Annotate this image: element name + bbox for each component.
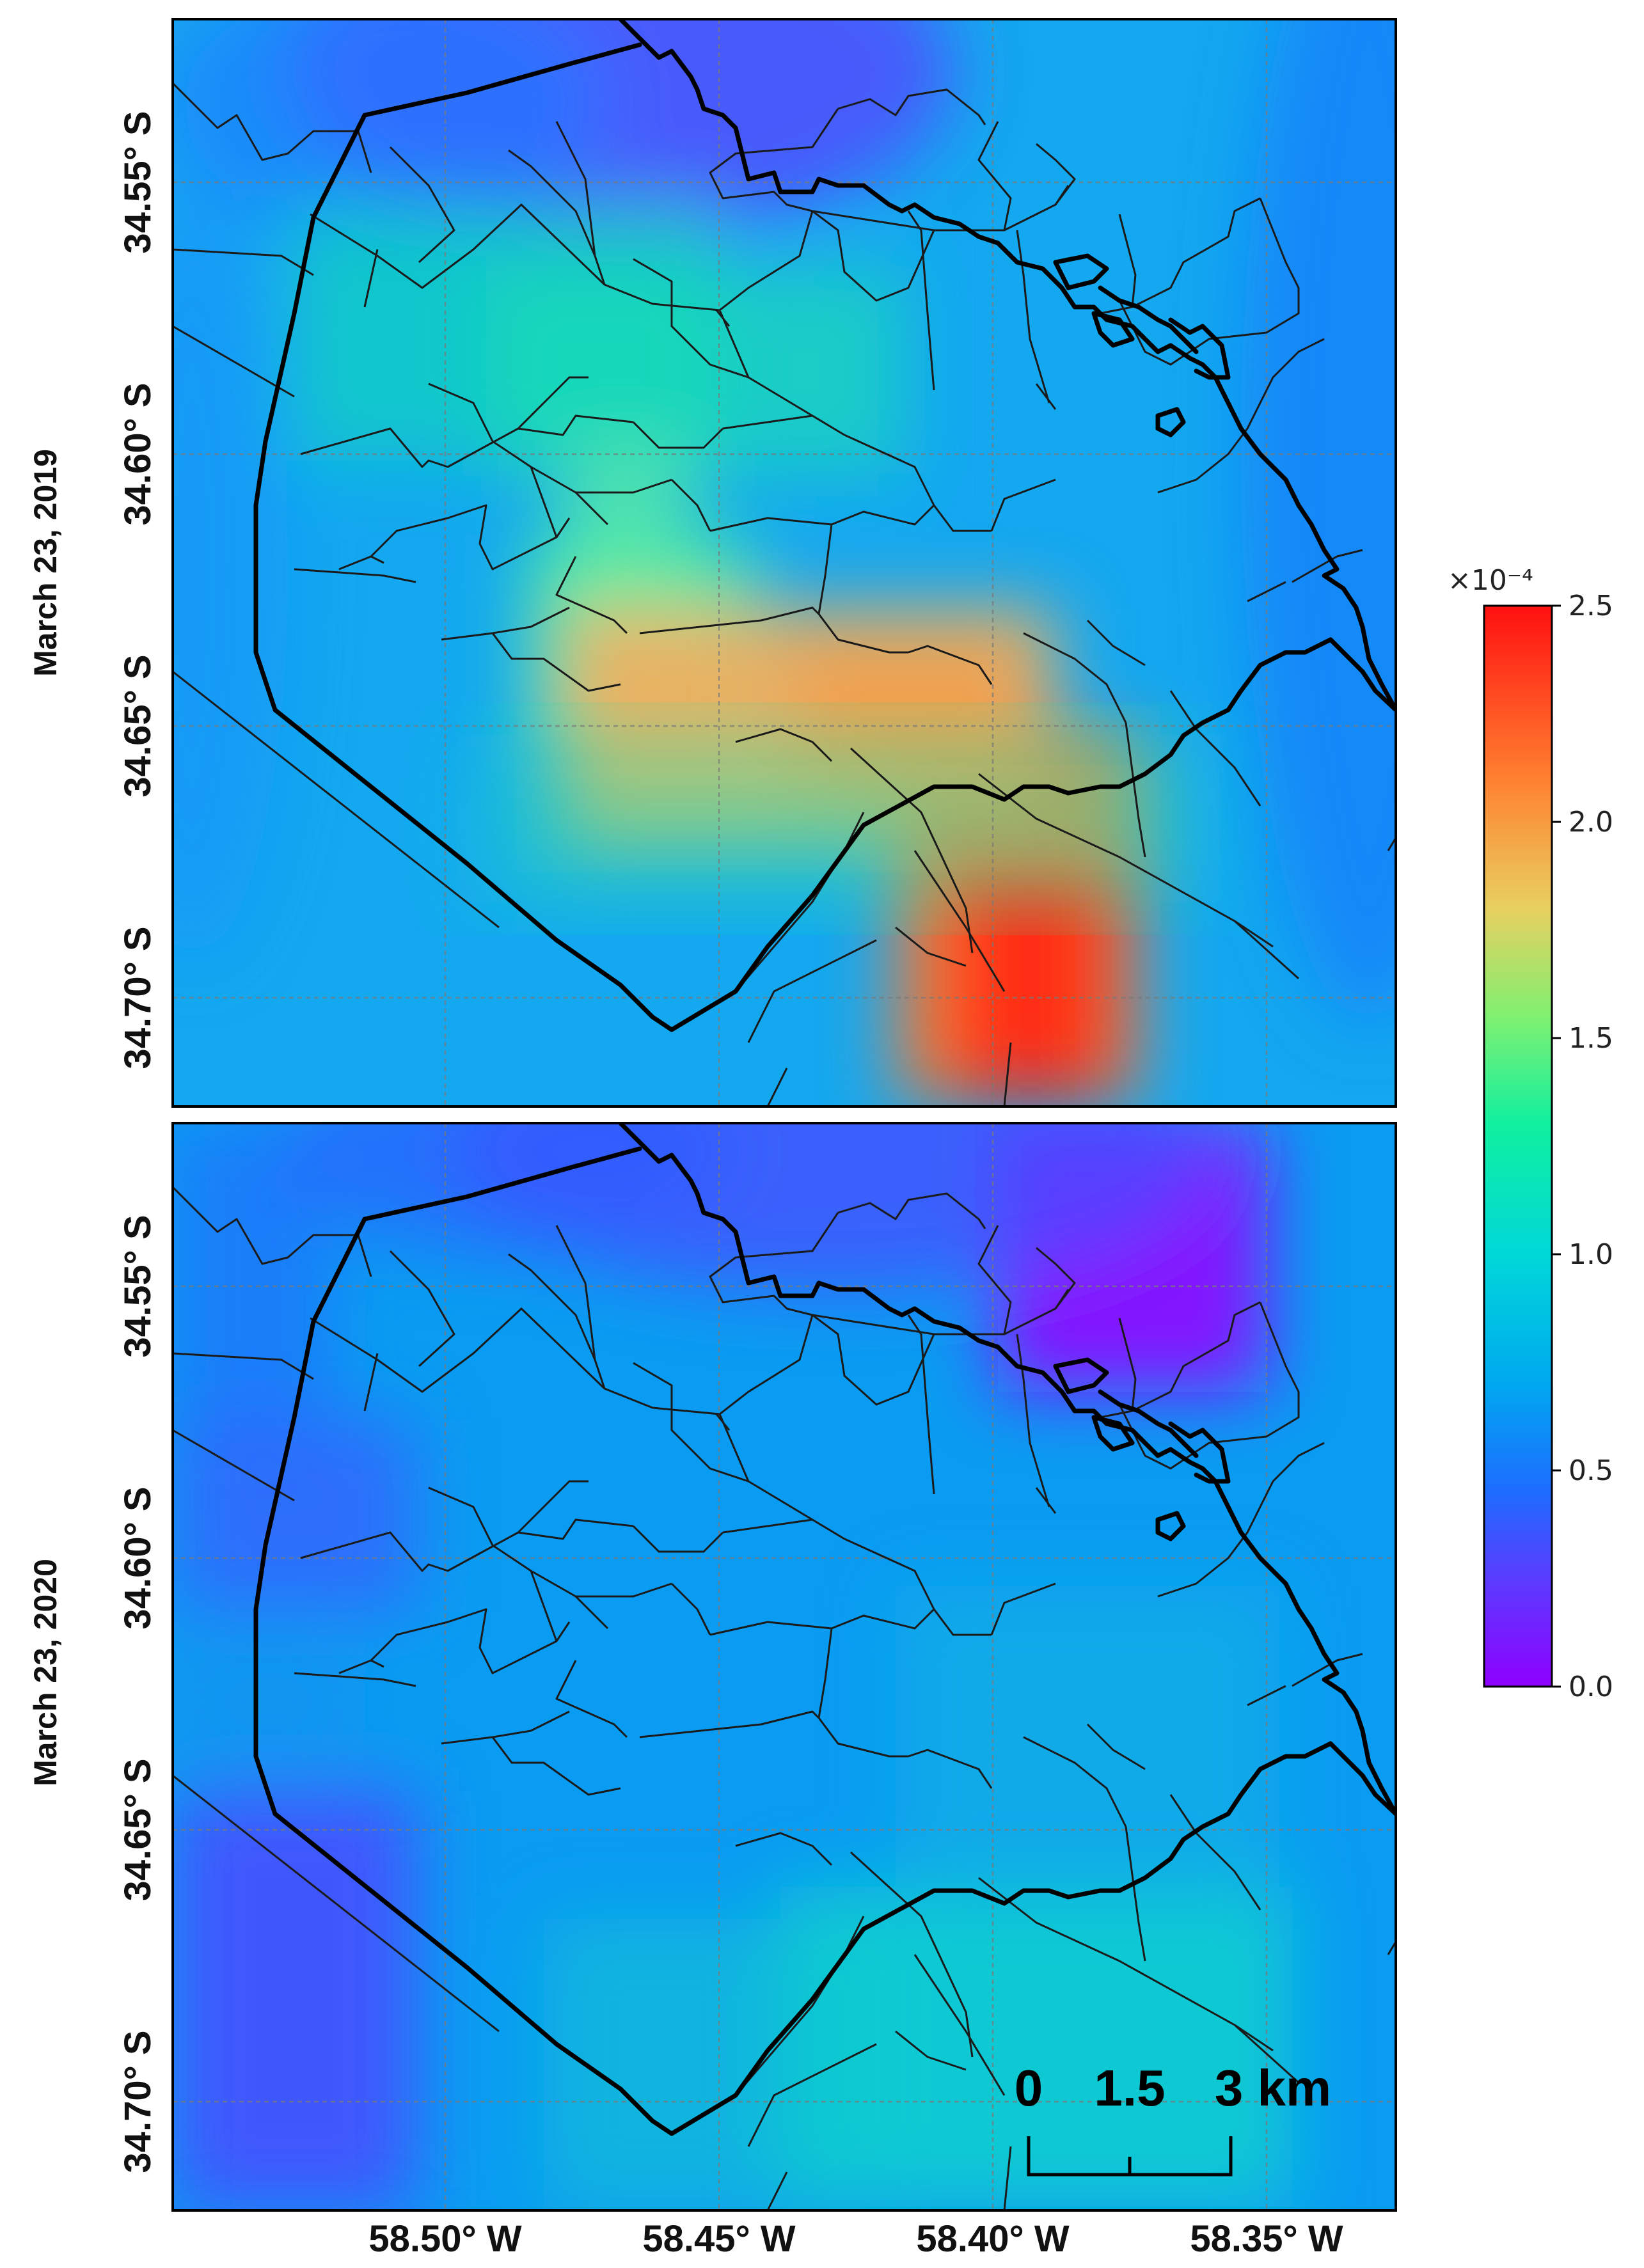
colorbar-tick: 0.0 <box>1552 1671 1613 1703</box>
gridlines-2019 <box>173 19 1396 1106</box>
scale-bar: 0 1.5 3 km <box>1015 2059 1331 2177</box>
colorbar-tick: 1.5 <box>1552 1022 1613 1055</box>
colorbar-ticks: 2.5 2.0 1.5 1.0 0.5 0.0 <box>1552 590 1613 1703</box>
lat-tick-label: 34.65° S <box>117 654 159 797</box>
lat-axis-2019: 34.55° S 34.60° S 34.65° S 34.70° S <box>117 111 159 1069</box>
lon-axis: 58.50° W 58.45° W 58.40° W 58.35° W <box>368 2218 1343 2260</box>
lon-tick-label: 58.40° W <box>916 2218 1069 2260</box>
colorbar-exponent: ×10⁻⁴ <box>1448 564 1533 597</box>
colorbar: ×10⁻⁴ 2.5 2.0 1.5 1.0 0.5 <box>1448 564 1613 1703</box>
row-label-2020: March 23, 2020 <box>28 1559 63 1786</box>
colorbar-tick-label: 1.5 <box>1569 1022 1613 1055</box>
lat-tick-label: 34.70° S <box>117 926 159 1069</box>
colorbar-tick: 2.0 <box>1552 806 1613 839</box>
lat-axis-2020: 34.55° S 34.60° S 34.65° S 34.70° S <box>117 1215 159 2173</box>
map-panel-2020 <box>171 1122 1397 2212</box>
colorbar-tick: 0.5 <box>1552 1454 1613 1487</box>
lat-tick-label: 34.60° S <box>117 1486 159 1629</box>
colorbar-tick-label: 0.0 <box>1569 1671 1613 1703</box>
colorbar-tick-label: 2.5 <box>1569 590 1613 622</box>
lon-tick-label: 58.45° W <box>642 2218 795 2260</box>
colorbar-tick: 2.5 <box>1552 590 1613 622</box>
colorbar-tick-label: 1.0 <box>1569 1238 1613 1271</box>
colorbar-tick-label: 2.0 <box>1569 806 1613 839</box>
lon-tick-label: 58.50° W <box>368 2218 521 2260</box>
row-label-2019: March 23, 2019 <box>28 449 63 677</box>
lat-tick-label: 34.70° S <box>117 2030 159 2173</box>
scale-label-end: 3 km <box>1215 2059 1331 2116</box>
colorbar-gradient <box>1483 604 1553 1688</box>
lat-tick-label: 34.55° S <box>117 1215 159 1357</box>
colorbar-tick-label: 0.5 <box>1569 1454 1613 1487</box>
gridlines-2020 <box>173 1123 1396 2210</box>
scale-label-0: 0 <box>1015 2059 1043 2116</box>
scale-label-mid: 1.5 <box>1094 2059 1165 2116</box>
lat-tick-label: 34.65° S <box>117 1758 159 1901</box>
colorbar-tick: 1.0 <box>1552 1238 1613 1271</box>
lon-tick-label: 58.35° W <box>1190 2218 1343 2260</box>
lat-tick-label: 34.60° S <box>117 382 159 525</box>
scale-bar-line <box>1027 2136 1233 2177</box>
map-panel-2019 <box>171 18 1397 1108</box>
lat-tick-label: 34.55° S <box>117 111 159 253</box>
